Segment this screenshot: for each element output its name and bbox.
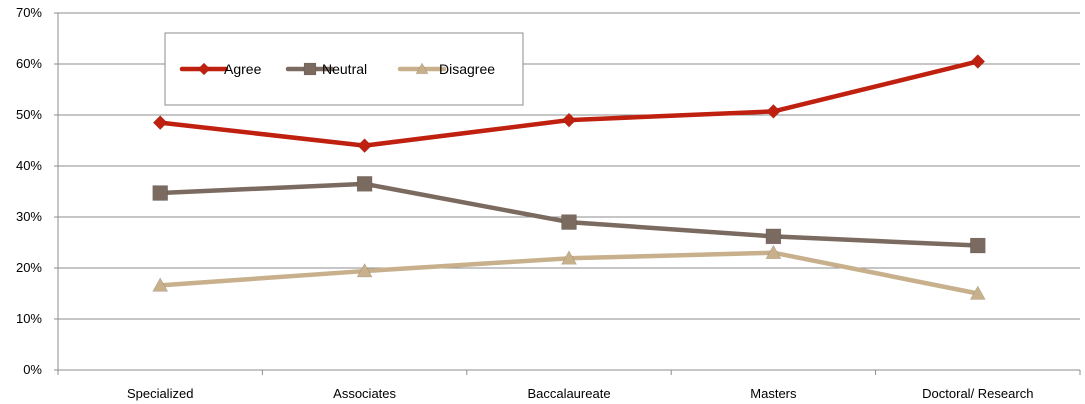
y-tick-label: 20% bbox=[16, 260, 42, 275]
square-marker bbox=[969, 237, 986, 254]
series-agree bbox=[152, 54, 986, 154]
diamond-marker bbox=[357, 138, 373, 154]
x-tick-label: Doctoral/ Research bbox=[922, 386, 1033, 401]
legend-item-neutral: Neutral bbox=[285, 61, 367, 77]
square-marker bbox=[356, 176, 373, 192]
legend-item-agree: Agree bbox=[179, 61, 262, 77]
legend-item-disagree: Disagree bbox=[397, 61, 495, 77]
square-marker bbox=[765, 228, 782, 245]
y-tick-label: 30% bbox=[16, 209, 42, 224]
triangle-marker bbox=[560, 250, 578, 265]
legend-label: Agree bbox=[224, 61, 262, 77]
triangle-marker bbox=[152, 277, 169, 292]
y-tick-label: 0% bbox=[23, 362, 42, 377]
diamond-marker bbox=[197, 62, 211, 76]
legend-label: Disagree bbox=[439, 61, 495, 77]
y-tick-label: 50% bbox=[16, 107, 42, 122]
legend: Agree Neutral Disagree bbox=[164, 32, 524, 106]
y-tick-label: 40% bbox=[16, 158, 42, 173]
y-tick-label: 70% bbox=[16, 5, 42, 20]
y-tick-label: 60% bbox=[16, 56, 42, 71]
triangle-marker bbox=[765, 244, 782, 260]
triangle-marker bbox=[969, 285, 986, 300]
series-disagree bbox=[152, 244, 986, 300]
legend-label: Neutral bbox=[322, 61, 367, 77]
diamond-marker bbox=[152, 115, 168, 131]
square-marker bbox=[561, 214, 577, 230]
axes: 0% 10% 20% 30% 40% 50% 60% 70% Specialized Associ… bbox=[16, 5, 1081, 401]
x-tick-label: Masters bbox=[750, 386, 797, 401]
series-neutral bbox=[152, 176, 986, 254]
diamond-marker bbox=[970, 54, 986, 69]
x-tick-label: Associates bbox=[333, 386, 396, 401]
triangle-marker bbox=[356, 262, 373, 278]
series-lines bbox=[152, 54, 986, 300]
x-tick-label: Baccalaureate bbox=[527, 386, 610, 401]
square-marker bbox=[152, 185, 168, 201]
diamond-marker bbox=[561, 112, 577, 128]
square-marker bbox=[303, 62, 317, 76]
y-tick-label: 10% bbox=[16, 311, 42, 326]
triangle-marker bbox=[415, 62, 429, 75]
x-tick-label: Specialized bbox=[127, 386, 194, 401]
diamond-marker bbox=[765, 104, 781, 119]
